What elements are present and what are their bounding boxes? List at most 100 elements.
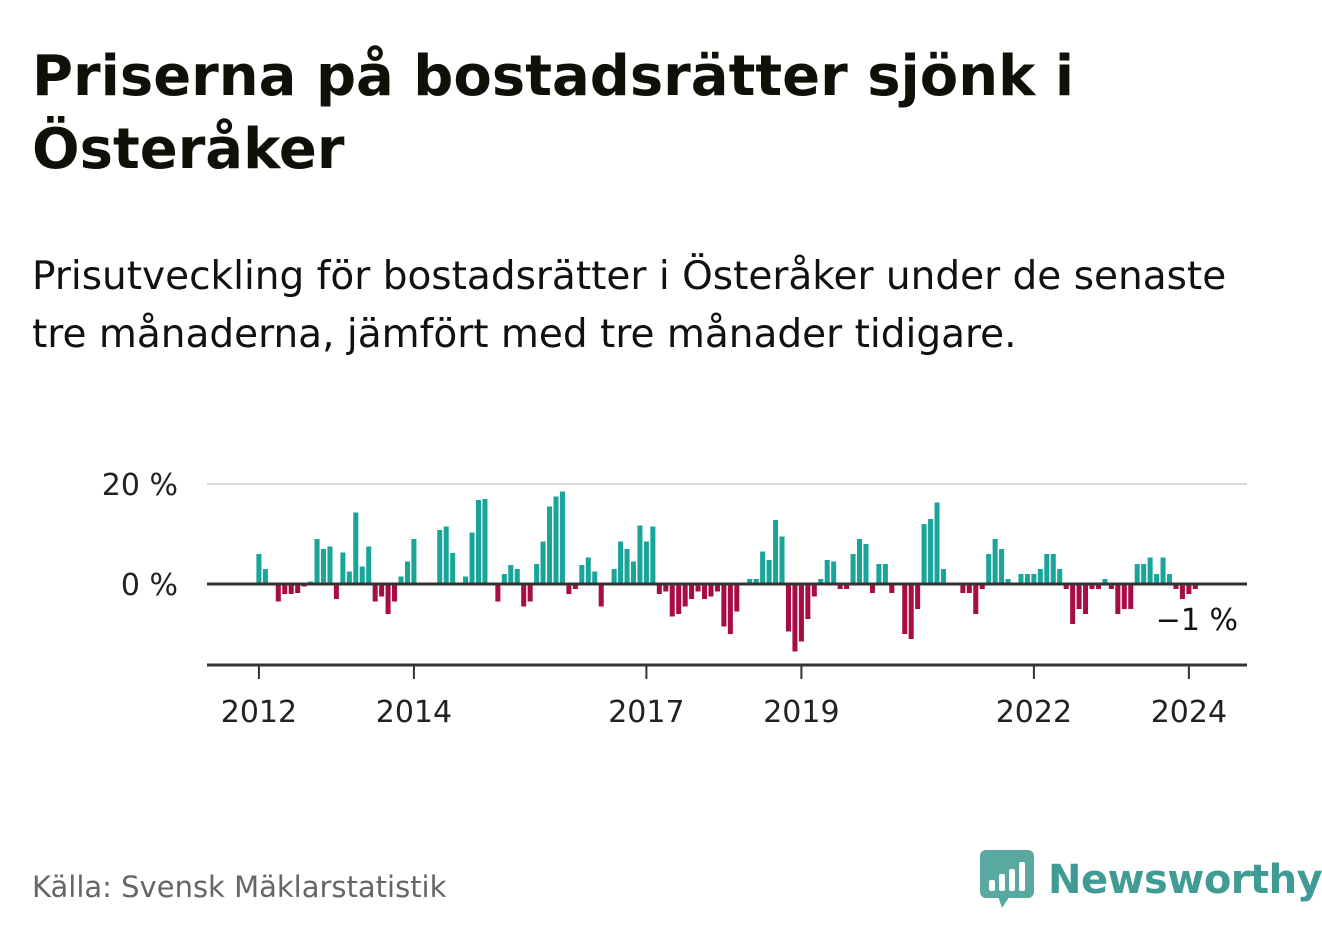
bar[interactable]: [643, 541, 649, 585]
bar[interactable]: [1037, 569, 1043, 584]
bar[interactable]: [734, 584, 740, 612]
bar[interactable]: [753, 579, 759, 584]
bar[interactable]: [320, 549, 327, 584]
bar[interactable]: [353, 512, 359, 585]
bar[interactable]: [501, 574, 507, 584]
bar[interactable]: [288, 584, 294, 594]
bar[interactable]: [727, 584, 733, 634]
bar[interactable]: [863, 544, 869, 584]
bar[interactable]: [934, 502, 940, 585]
bar[interactable]: [475, 500, 482, 584]
bar[interactable]: [1083, 584, 1089, 614]
bar[interactable]: [1121, 584, 1127, 609]
bar[interactable]: [1076, 584, 1082, 609]
bar[interactable]: [340, 552, 346, 585]
bar[interactable]: [295, 584, 301, 593]
bar[interactable]: [811, 584, 817, 597]
bar[interactable]: [928, 519, 934, 584]
bar[interactable]: [824, 560, 830, 584]
newsworthy-logo[interactable]: Newsworthy: [980, 850, 1322, 910]
bar[interactable]: [676, 584, 682, 614]
bar[interactable]: [831, 561, 837, 585]
bar[interactable]: [689, 584, 695, 599]
bar[interactable]: [902, 584, 908, 634]
bar[interactable]: [1154, 574, 1160, 584]
bar[interactable]: [940, 569, 946, 584]
bar[interactable]: [572, 584, 578, 589]
bar[interactable]: [792, 584, 798, 652]
bar[interactable]: [837, 584, 843, 589]
bar[interactable]: [876, 564, 882, 584]
bar[interactable]: [869, 584, 875, 593]
bar[interactable]: [1005, 579, 1011, 584]
bar[interactable]: [850, 554, 856, 584]
bar[interactable]: [1018, 574, 1024, 584]
bar[interactable]: [366, 546, 372, 585]
bar[interactable]: [450, 553, 456, 584]
bar[interactable]: [372, 584, 378, 602]
bar[interactable]: [1057, 569, 1063, 584]
bar[interactable]: [1166, 574, 1173, 584]
bar[interactable]: [379, 584, 385, 597]
bar[interactable]: [527, 584, 533, 602]
bar[interactable]: [1089, 584, 1095, 589]
bar[interactable]: [262, 569, 268, 584]
bar[interactable]: [514, 569, 520, 584]
bar[interactable]: [482, 499, 488, 584]
bar[interactable]: [999, 549, 1005, 584]
bar[interactable]: [1063, 584, 1069, 589]
bar[interactable]: [1192, 584, 1198, 589]
bar[interactable]: [618, 541, 624, 585]
bar[interactable]: [592, 571, 598, 585]
bar[interactable]: [1031, 574, 1037, 584]
bar[interactable]: [986, 554, 992, 584]
bar[interactable]: [1095, 584, 1101, 589]
bar[interactable]: [915, 584, 921, 609]
bar[interactable]: [1160, 557, 1166, 585]
bar[interactable]: [611, 569, 617, 584]
bar[interactable]: [1050, 554, 1056, 584]
bar[interactable]: [650, 526, 656, 585]
bar[interactable]: [463, 576, 469, 585]
bar[interactable]: [979, 584, 985, 589]
bar[interactable]: [598, 584, 604, 607]
bar[interactable]: [385, 584, 391, 614]
bar[interactable]: [1186, 584, 1192, 594]
bar[interactable]: [708, 584, 714, 597]
bar[interactable]: [779, 536, 785, 585]
bar[interactable]: [857, 539, 863, 584]
bar[interactable]: [398, 576, 404, 585]
bar[interactable]: [624, 549, 630, 584]
bar[interactable]: [1128, 584, 1134, 609]
bar[interactable]: [579, 565, 585, 584]
bar[interactable]: [437, 530, 443, 584]
bar[interactable]: [469, 532, 475, 585]
bar[interactable]: [682, 584, 688, 607]
bar[interactable]: [1102, 579, 1108, 584]
bar[interactable]: [314, 539, 320, 584]
bar[interactable]: [656, 584, 662, 594]
bar[interactable]: [637, 525, 643, 585]
bar[interactable]: [547, 506, 553, 585]
bar[interactable]: [805, 584, 811, 619]
bar[interactable]: [1179, 584, 1185, 599]
bar[interactable]: [882, 564, 888, 584]
bar[interactable]: [333, 584, 339, 599]
bar[interactable]: [1147, 557, 1153, 585]
bar[interactable]: [714, 584, 720, 592]
bar[interactable]: [1134, 564, 1140, 584]
bar[interactable]: [559, 491, 565, 585]
bar[interactable]: [585, 557, 591, 585]
bar[interactable]: [721, 584, 727, 627]
bar[interactable]: [669, 584, 675, 617]
bar[interactable]: [889, 584, 895, 593]
bar[interactable]: [702, 584, 708, 599]
bar[interactable]: [256, 554, 262, 584]
bar[interactable]: [773, 520, 779, 584]
bar[interactable]: [760, 551, 766, 585]
bar[interactable]: [359, 566, 365, 585]
bar[interactable]: [921, 524, 927, 584]
bar[interactable]: [973, 584, 979, 614]
bar[interactable]: [411, 539, 417, 584]
bar[interactable]: [992, 539, 998, 584]
